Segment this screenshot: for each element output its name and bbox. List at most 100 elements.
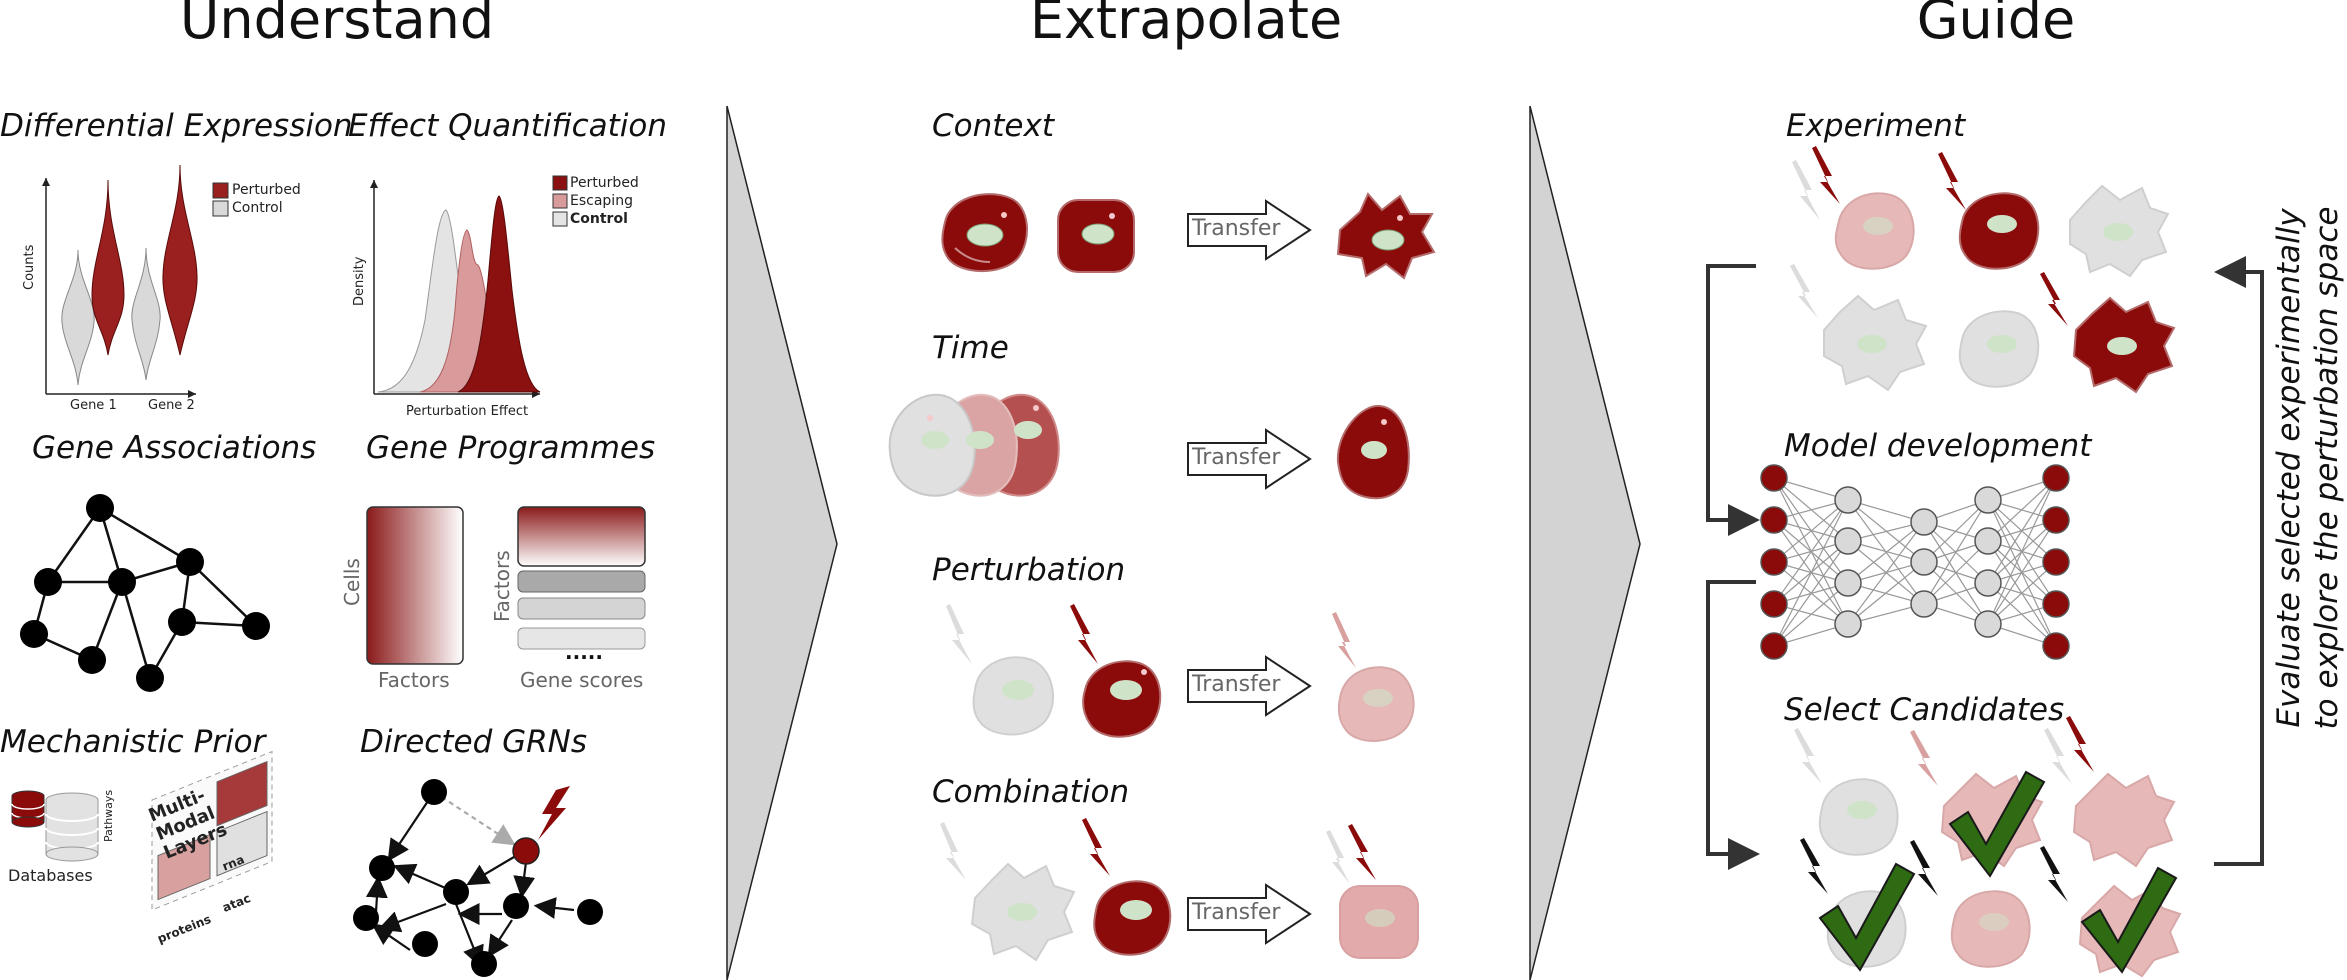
nn-node <box>1910 548 1938 576</box>
nn-node <box>1834 486 1862 514</box>
cells-label: Cells <box>340 558 364 606</box>
violin-gene2-control <box>131 247 161 381</box>
density-legend-perturbed: Perturbed <box>570 175 639 191</box>
nn-node <box>1834 527 1862 555</box>
nn-edge <box>1773 499 1849 647</box>
nn-node <box>1834 569 1862 597</box>
feedback-loop-label: Evaluate selected experimentally to expl… <box>2270 207 2346 730</box>
chevron-understand-extrapolate <box>726 105 838 980</box>
nn-node <box>2042 464 2070 492</box>
experiment-cells <box>1790 146 2176 394</box>
nn-node <box>1974 527 2002 555</box>
directed-grn-nodes <box>353 779 603 977</box>
gene-programmes-matrices <box>366 506 646 665</box>
violin-gene1-perturbed <box>91 179 125 356</box>
nn-node <box>1974 610 2002 638</box>
nn-node <box>1974 486 2002 514</box>
title-experiment: Experiment <box>1786 108 1966 144</box>
header-guide: Guide <box>1916 0 2076 51</box>
cells-factors-matrix <box>366 506 464 665</box>
factors-side-label: Factors <box>490 550 514 622</box>
nn-edge <box>1923 540 1989 605</box>
nn-edge <box>1923 499 1989 563</box>
checkmark-icons <box>1818 770 2178 974</box>
transfer-arrows <box>1187 199 1312 945</box>
nn-node <box>1760 590 1788 618</box>
title-gene-associations: Gene Associations <box>32 430 317 466</box>
nn-edge <box>1923 499 1989 605</box>
nn-edge <box>1987 477 2057 542</box>
gene-scores-matrix <box>517 506 646 567</box>
nn-node <box>1760 548 1788 576</box>
density-xlabel: Perturbation Effect <box>406 404 529 419</box>
nn-node <box>1834 610 1862 638</box>
violin-legend-perturbed: Perturbed <box>232 182 301 198</box>
density-plot <box>370 175 568 398</box>
gene-association-nodes <box>20 494 270 692</box>
violin-gene2-perturbed <box>162 164 198 356</box>
nn-node <box>2042 590 2070 618</box>
time-cells <box>888 393 1410 500</box>
candidate-cells <box>1794 716 2182 978</box>
transfer-label-context: Transfer <box>1192 216 1281 241</box>
pathways-label: Pathways <box>102 789 115 842</box>
feedback-loop-line-2: to explore the perturbation space <box>2309 206 2345 730</box>
nn-node <box>2042 506 2070 534</box>
nn-edge <box>1773 582 1849 647</box>
title-gene-programmes: Gene Programmes <box>366 430 656 466</box>
nn-node <box>1760 464 1788 492</box>
feedback-loop-line-1: Evaluate selected experimentally <box>2271 208 2307 728</box>
directed-grn <box>365 791 575 969</box>
context-cells <box>941 192 1436 280</box>
density-ylabel: Density <box>352 256 367 306</box>
nn-node <box>1974 569 2002 597</box>
transfer-label-combination: Transfer <box>1192 900 1281 925</box>
nn-edge <box>1847 521 1925 584</box>
title-effect-quantification: Effect Quantification <box>348 108 667 144</box>
nn-edge <box>1773 540 1849 647</box>
nn-node <box>2042 632 2070 660</box>
title-mechanistic-prior: Mechanistic Prior <box>0 724 266 760</box>
gene-association-network <box>32 506 257 679</box>
header-understand: Understand <box>179 0 495 51</box>
lightning-icon <box>538 786 570 840</box>
nn-edge <box>1987 519 2057 625</box>
violin-gene2-label: Gene 2 <box>148 398 195 413</box>
nn-node <box>1760 506 1788 534</box>
nn-edge <box>1987 477 2057 584</box>
nn-edge <box>1987 477 2057 625</box>
violin-plot <box>42 164 229 398</box>
title-context: Context <box>932 108 1054 144</box>
databases-icon <box>11 790 99 862</box>
title-model-development: Model development <box>1784 428 2092 464</box>
title-perturbation: Perturbation <box>932 552 1126 588</box>
multi-modal-layers <box>151 750 273 911</box>
header-extrapolate: Extrapolate <box>1029 0 1343 51</box>
ellipsis-label: ..... <box>565 640 603 664</box>
density-perturbed <box>457 195 541 393</box>
density-legend-control: Control <box>570 211 628 227</box>
gene-scores-label: Gene scores <box>520 668 644 692</box>
databases-label: Databases <box>8 866 93 885</box>
violin-ylabel: Counts <box>22 244 37 290</box>
violin-gene1-control <box>61 249 95 386</box>
factors-bottom-label: Factors <box>378 668 450 692</box>
title-differential-expression: Differential Expression <box>0 108 353 144</box>
nn-edge <box>1773 499 1849 605</box>
feedback-loop <box>1706 256 2264 870</box>
title-select-candidates: Select Candidates <box>1784 692 2065 728</box>
transfer-label-perturbation: Transfer <box>1192 672 1281 697</box>
combination-cells <box>940 818 1419 962</box>
nn-edge <box>1987 561 2057 625</box>
nn-node <box>1910 590 1938 618</box>
nn-edge <box>1773 499 1849 563</box>
nn-node <box>1910 508 1938 536</box>
neural-network <box>1760 464 2070 660</box>
title-time: Time <box>932 330 1009 366</box>
violin-legend-control: Control <box>232 200 283 216</box>
title-combination: Combination <box>932 774 1130 810</box>
nn-node <box>2042 548 2070 576</box>
violin-gene1-label: Gene 1 <box>70 398 117 413</box>
nn-edge <box>1847 561 1925 625</box>
